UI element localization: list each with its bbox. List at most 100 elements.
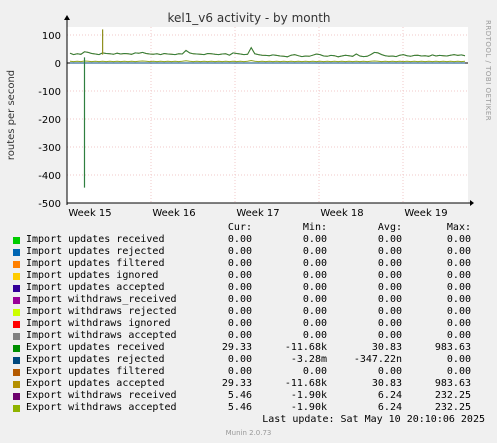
header-avg: Avg: — [377, 222, 402, 233]
legend-min: -3.28m — [290, 354, 327, 365]
legend-series-name: Export withdraws received — [26, 390, 177, 401]
legend-series-name: Import withdraws ignored — [26, 318, 171, 329]
legend-max: 0.00 — [446, 294, 471, 305]
legend-avg: 0.00 — [377, 306, 402, 317]
header-max: Max: — [446, 222, 471, 233]
legend-cur: 0.00 — [227, 282, 252, 293]
legend-max: 0.00 — [446, 306, 471, 317]
legend-avg: 0.00 — [377, 330, 402, 341]
legend-cur: 0.00 — [227, 354, 252, 365]
legend-row: Import updates filtered 0.00 0.00 0.00 0.00 — [0, 258, 497, 270]
series-layer — [69, 29, 466, 188]
legend-avg: 6.24 — [377, 390, 402, 401]
legend-cur: 0.00 — [227, 294, 252, 305]
rrdtool-credit: RRDTOOL / TOBI OETIKER — [484, 20, 492, 121]
legend-row: Import withdraws accepted 0.00 0.00 0.00 0.0… — [0, 330, 497, 342]
chart-title: kel1_v6 activity - by month — [167, 11, 330, 25]
legend-max: 0.00 — [446, 246, 471, 257]
legend-max: 0.00 — [446, 366, 471, 377]
legend-swatch — [13, 405, 20, 412]
y-tick-label: -500 — [38, 199, 61, 210]
x-tick-label: Week 15 — [68, 208, 111, 219]
legend-min: -11.68k — [284, 378, 327, 389]
legend-series-name: Import updates filtered — [26, 258, 165, 269]
legend-cur: 0.00 — [227, 258, 252, 269]
legend-min: -11.68k — [284, 342, 327, 353]
legend-max: 0.00 — [446, 258, 471, 269]
legend-min: 0.00 — [302, 366, 327, 377]
legend-series-name: Import updates ignored — [26, 270, 159, 281]
legend-series-name: Export updates rejected — [26, 354, 165, 365]
legend-cur: 0.00 — [227, 270, 252, 281]
legend-cur: 5.46 — [227, 390, 252, 401]
header-min: Min: — [302, 222, 327, 233]
y-tick-label: -100 — [38, 87, 61, 98]
legend-avg: 0.00 — [377, 246, 402, 257]
x-tick-label: Week 17 — [236, 208, 279, 219]
y-axis-arrow-icon — [64, 15, 70, 20]
legend-swatch — [13, 273, 20, 280]
y-tick-label: -300 — [38, 143, 61, 154]
legend-max: 0.00 — [446, 318, 471, 329]
legend-row: Export withdraws accepted 5.46 -1.90k 6.24 2… — [0, 402, 497, 414]
legend-cur: 29.33 — [221, 342, 252, 353]
legend-series-name: Export updates filtered — [26, 366, 165, 377]
legend-cur: 5.46 — [227, 402, 252, 413]
legend-row: Import updates rejected 0.00 0.00 0.00 0.00 — [0, 246, 497, 258]
legend-max: 0.00 — [446, 270, 471, 281]
legend-cur: 0.00 — [227, 366, 252, 377]
legend-swatch — [13, 357, 20, 364]
legend-swatch — [13, 297, 20, 304]
legend-avg: 0.00 — [377, 258, 402, 269]
legend-row: Import withdraws_received 0.00 0.00 0.00 0.0… — [0, 294, 497, 306]
legend-max: 0.00 — [446, 354, 471, 365]
legend-series-name: Export updates received — [26, 342, 165, 353]
legend-min: 0.00 — [302, 234, 327, 245]
legend-swatch — [13, 237, 20, 244]
last-update-text: Last update: Sat May 10 20:10:06 2025 — [262, 414, 485, 425]
legend-swatch — [13, 369, 20, 376]
legend-swatch — [13, 249, 20, 256]
legend-cur: 29.33 — [221, 378, 252, 389]
legend-cur: 0.00 — [227, 306, 252, 317]
legend-avg: 0.00 — [377, 270, 402, 281]
legend-swatch — [13, 321, 20, 328]
legend-swatch — [13, 381, 20, 388]
legend-min: 0.00 — [302, 318, 327, 329]
y-tick-label: -400 — [38, 171, 61, 182]
legend-avg: 0.00 — [377, 318, 402, 329]
legend-series-name: Import updates accepted — [26, 282, 165, 293]
legend-series-name: Import updates received — [26, 234, 165, 245]
legend-max: 0.00 — [446, 234, 471, 245]
munin-version: Munin 2.0.73 — [225, 429, 272, 437]
legend-min: 0.00 — [302, 294, 327, 305]
series-line — [69, 59, 466, 63]
legend-series-name: Import updates rejected — [26, 246, 165, 257]
legend-min: 0.00 — [302, 282, 327, 293]
legend-swatch — [13, 393, 20, 400]
legend-avg: 0.00 — [377, 282, 402, 293]
y-tick-label: 0 — [55, 59, 61, 70]
legend-row: Import withdraws ignored 0.00 0.00 0.00 0.00 — [0, 318, 497, 330]
legend-header: Cur: Min: Avg: Max: — [0, 222, 497, 234]
legend-max: 0.00 — [446, 282, 471, 293]
legend-max: 0.00 — [446, 330, 471, 341]
legend-avg: 0.00 — [377, 366, 402, 377]
legend-max: 983.63 — [434, 378, 471, 389]
legend-min: 0.00 — [302, 258, 327, 269]
x-axis-arrow-icon — [470, 200, 474, 206]
legend-swatch — [13, 333, 20, 340]
legend-min: 0.00 — [302, 330, 327, 341]
plot-area — [67, 27, 468, 203]
legend-row: Export updates filtered 0.00 0.00 0.00 0.00 — [0, 366, 497, 378]
legend-cur: 0.00 — [227, 318, 252, 329]
y-axis-label: routes per second — [6, 70, 17, 160]
x-axis-ticks: Week 15 Week 16 Week 17 Week 18 Week 19 — [68, 208, 447, 219]
legend-row: Export updates rejected 0.00 -3.28m -347.22… — [0, 354, 497, 366]
legend-swatch — [13, 261, 20, 268]
legend-avg: 0.00 — [377, 294, 402, 305]
x-tick-label: Week 18 — [320, 208, 363, 219]
legend-max: 232.25 — [434, 390, 471, 401]
series-line — [69, 46, 466, 58]
